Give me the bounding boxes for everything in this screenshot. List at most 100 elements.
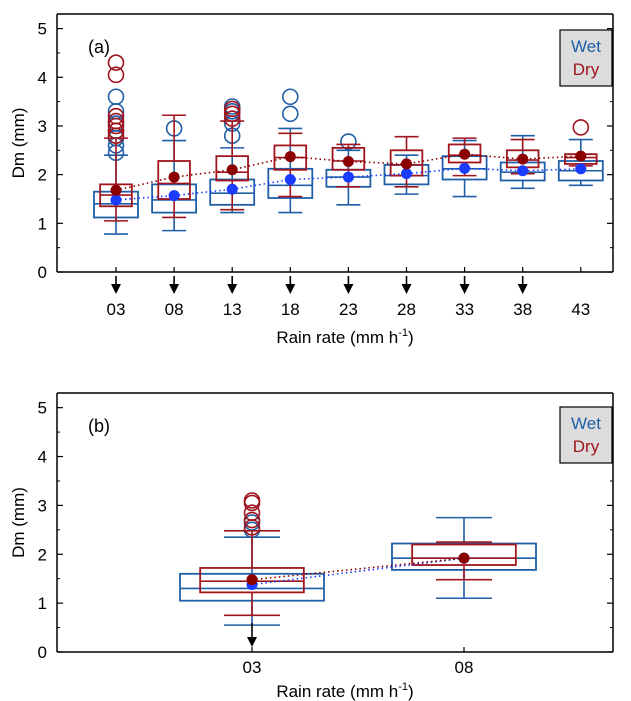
- arrow-head: [517, 284, 528, 294]
- y-axis-label: Dm (mm): [9, 487, 28, 558]
- wet-mean-point: [575, 163, 587, 175]
- x-axis-label: Rain rate (mm h-1): [276, 681, 413, 701]
- iqr-box: [447, 143, 482, 164]
- x-tick-label: 38: [513, 300, 532, 319]
- arrow-head: [227, 284, 238, 294]
- down-arrow-icon: [169, 276, 180, 294]
- iqr-box: [199, 567, 305, 594]
- outlier-point: [243, 511, 261, 529]
- outlier-point: [340, 133, 357, 150]
- dry-box-03: [199, 492, 305, 617]
- y-tick-label: 2: [38, 166, 47, 185]
- iqr-box: [411, 543, 517, 566]
- wet-mean-line: [115, 167, 581, 201]
- outlier-point: [281, 88, 299, 106]
- x-tick-label: 08: [455, 658, 474, 677]
- legend-item-wet: Wet: [571, 37, 601, 56]
- x-tick-label: 23: [339, 300, 358, 319]
- down-arrow-icon: [401, 276, 412, 294]
- x-tick-label: 08: [165, 300, 184, 319]
- dry-mean-point: [459, 148, 471, 160]
- wet-mean-point: [459, 162, 471, 174]
- outlier-point: [243, 504, 261, 522]
- y-axis-label: Dm (mm): [9, 108, 28, 179]
- arrow-head: [401, 284, 412, 294]
- dry-mean-point: [401, 158, 412, 170]
- outlier-point: [572, 119, 590, 136]
- arrow-head: [459, 284, 470, 294]
- x-axis-label-sup: -1: [398, 681, 408, 693]
- outlier-point: [107, 88, 125, 106]
- outlier-point: [223, 105, 241, 123]
- down-arrow-icon: [247, 623, 257, 647]
- wet-mean-point: [517, 165, 529, 177]
- outlier-point: [281, 105, 299, 123]
- arrow-head: [247, 637, 257, 647]
- outlier-point: [107, 54, 125, 71]
- legend-item-dry: Dry: [573, 60, 600, 79]
- outlier-point: [107, 117, 125, 135]
- outlier-point: [107, 107, 125, 125]
- legend-item-dry: Dry: [573, 437, 600, 456]
- x-axis-label-main: Rain rate (mm h: [276, 682, 398, 701]
- x-tick-label: 13: [223, 300, 242, 319]
- dry-mean-point: [342, 155, 354, 167]
- x-axis-label-close: ): [408, 682, 414, 701]
- legend-box: [559, 29, 613, 87]
- panel-b-chart: 0 1 2 3 4 5 Dm (mm) (b) 03 08 Rain rate (mm h-1) We…: [9, 392, 614, 701]
- iqr-box: [331, 146, 366, 171]
- x-tick-label: 18: [281, 300, 300, 319]
- outlier-point: [107, 112, 125, 130]
- dry-mean-line: [251, 557, 465, 581]
- panel-label: (b): [88, 416, 110, 436]
- x-tick-label: 03: [243, 658, 262, 677]
- x-tick-label: 28: [397, 300, 416, 319]
- dry-mean-point: [226, 164, 238, 176]
- dry-mean-point: [458, 552, 470, 564]
- y-tick-label: 0: [38, 643, 47, 662]
- down-arrow-icon: [517, 276, 528, 294]
- x-tick-label: 03: [107, 300, 126, 319]
- y-tick-label: 3: [38, 496, 47, 515]
- down-arrow-icon: [285, 276, 296, 294]
- outlier-point: [107, 66, 125, 84]
- arrow-head: [111, 284, 121, 294]
- down-arrow-icon: [111, 276, 121, 294]
- dry-box-13: [215, 100, 249, 211]
- outlier-point: [223, 110, 241, 127]
- y-tick-label: 1: [38, 214, 47, 233]
- x-axis-label-main: Rain rate (mm h: [276, 328, 398, 347]
- outlier-point: [223, 100, 241, 118]
- dry-box-03: [99, 54, 133, 222]
- y-tick-label: 4: [38, 448, 47, 467]
- dry-mean-point: [517, 153, 529, 165]
- y-tick-label: 5: [38, 20, 47, 39]
- y-tick-label: 2: [38, 545, 47, 564]
- legend-box: [559, 406, 613, 464]
- dry-mean-point: [168, 171, 180, 183]
- y-tick-label: 5: [38, 399, 47, 418]
- y-tick-label: 1: [38, 594, 47, 613]
- wet-mean-point: [226, 183, 238, 195]
- wet-mean-point: [284, 174, 296, 186]
- panel-label: (a): [88, 37, 110, 57]
- x-tick-label: 33: [455, 300, 474, 319]
- y-tick-label: 4: [38, 68, 47, 87]
- wet-mean-point: [401, 168, 412, 180]
- down-arrow-icon: [459, 276, 470, 294]
- legend: Wet Dry: [559, 29, 613, 87]
- x-axis-label-sup: -1: [398, 327, 408, 339]
- x-axis-label-close: ): [408, 328, 414, 347]
- x-axis-label: Rain rate (mm h-1): [276, 327, 413, 347]
- dry-mean-point: [246, 574, 258, 586]
- arrow-head: [343, 284, 354, 294]
- arrow-head: [169, 284, 180, 294]
- y-tick-label: 3: [38, 117, 47, 136]
- arrow-head: [285, 284, 296, 294]
- y-tick-label: 0: [38, 263, 47, 282]
- iqr-box: [215, 155, 249, 182]
- legend: Wet Dry: [559, 406, 613, 464]
- wet-mean-point: [168, 190, 180, 202]
